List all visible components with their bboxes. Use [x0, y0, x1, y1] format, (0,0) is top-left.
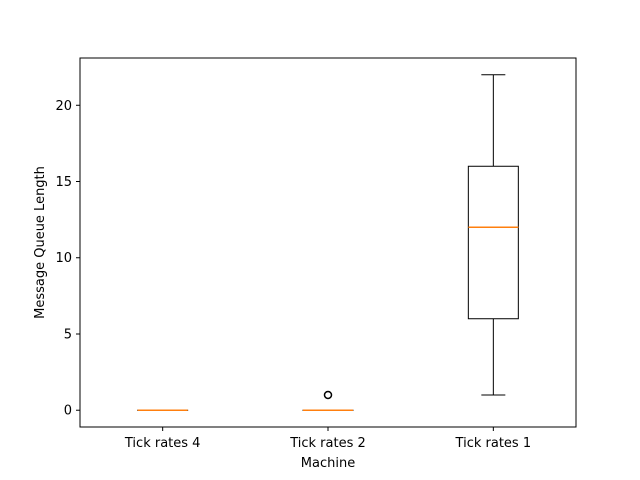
y-tick-label: 20	[55, 99, 72, 114]
x-axis-title: Machine	[301, 456, 355, 471]
y-tick-label: 0	[64, 404, 72, 419]
box-2	[302, 390, 354, 411]
plot-layer	[137, 74, 519, 411]
y-axis: 0 5 10 15 20	[55, 99, 80, 419]
iqr-box	[467, 165, 519, 320]
y-tick-label: 10	[55, 251, 72, 266]
x-tick-label: Tick rates 2	[289, 436, 366, 451]
y-axis-title: Message Queue Length	[33, 166, 48, 319]
x-tick-label: Tick rates 4	[124, 436, 201, 451]
y-tick-label: 15	[55, 175, 72, 190]
y-tick-label: 5	[64, 327, 72, 342]
x-tick-label: Tick rates 1	[455, 436, 532, 451]
x-axis: Tick rates 4 Tick rates 2 Tick rates 1	[124, 427, 531, 451]
outlier-point	[323, 390, 333, 400]
box-3	[467, 74, 519, 396]
